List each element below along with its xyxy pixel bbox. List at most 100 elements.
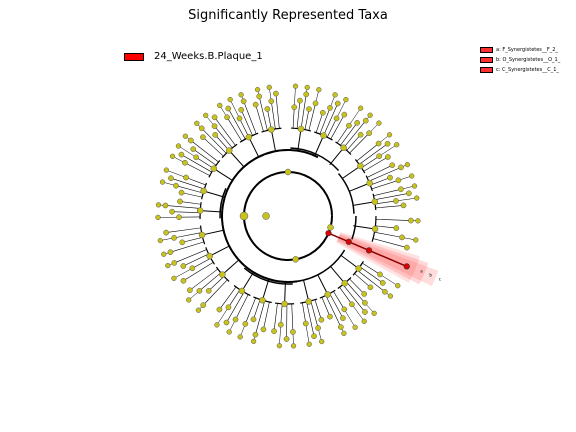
node-leaf-7-3-0: [252, 101, 259, 108]
leaf-edge-6-0-1: [172, 211, 201, 214]
tip-edge-3-2-0: [344, 309, 356, 328]
tree-edges: [158, 86, 418, 346]
leaf-edge-5-2-2: [174, 232, 202, 239]
node-leaf-3-2-0: [341, 306, 348, 313]
leaf-edge-6-0-3: [179, 201, 201, 205]
node-tip-2-0-2: [413, 237, 419, 243]
tip-edge-7-2-2: [229, 99, 240, 119]
node-leaf-0-2-4: [366, 130, 373, 136]
leaf-edge-5-2-3: [166, 227, 201, 233]
leaf-edge-1-1-0: [366, 164, 393, 178]
node-leaf-3-1-3: [349, 301, 355, 308]
node-leaf-2-0-1: [393, 225, 400, 231]
node-leaf-0-0-0: [291, 104, 298, 111]
leaf-edge-0-2-3: [346, 134, 361, 151]
node-leaf-5-1-0: [180, 277, 187, 284]
node-tip-6-0-0: [155, 214, 161, 221]
node-ring-0: [284, 168, 292, 176]
leaf-edge-0-1-0: [315, 112, 324, 133]
node-leaf-5-2-1: [179, 239, 186, 246]
highlight-path: [325, 230, 410, 270]
node-tip-4-1-1: [250, 338, 257, 345]
branch-7-2: [248, 136, 260, 158]
node-tip-4-2-0: [226, 329, 232, 335]
tip-edge-7-0-2: [178, 145, 197, 158]
node-leaf-3-1-0: [361, 291, 368, 297]
leaf-edge-2-0-3: [372, 238, 407, 248]
node-tip-3-2-0: [352, 324, 358, 330]
leaf-edge-0-2-1: [340, 122, 358, 146]
node-mid-1-1: [366, 179, 373, 187]
node-mid-5-2: [198, 231, 206, 239]
node-leaf-0-2-2: [362, 117, 369, 124]
node-leaf-0-1-3: [333, 115, 340, 122]
node-leaf-0-0-1: [297, 97, 303, 104]
leaf-edge-6-1-2: [170, 177, 205, 190]
highlight-node-2: [365, 247, 373, 254]
sector-arc-3: [294, 249, 346, 283]
node-leaf-4-0-1: [283, 336, 290, 342]
node-tip-7-1-1: [194, 120, 200, 127]
node-leaf-7-0-3: [190, 146, 197, 152]
node-leaf-2-0-2: [399, 234, 405, 241]
leaf-edge-0-1-1: [319, 107, 331, 135]
node-tip-1-0-0: [386, 132, 393, 138]
node-mid-4-1: [259, 296, 266, 304]
node-mid-1-0: [357, 162, 364, 170]
node-leaf-6-1-2: [168, 175, 174, 182]
leaf-edge-0-0-3: [304, 108, 310, 130]
leaf-edge-5-0-2: [199, 272, 221, 292]
node-leaf-7-0-1: [178, 151, 185, 158]
node-mid-3-3: [305, 298, 312, 305]
node-mid-0-0: [297, 125, 305, 133]
node-tip-5-2-0: [161, 251, 167, 257]
node-leaf-4-0-3: [271, 328, 277, 335]
branch-6-1: [203, 190, 225, 198]
leaf-edge-0-2-0: [336, 125, 350, 144]
leaf-edge-7-1-0: [202, 136, 224, 157]
node-tip-0-1-3: [343, 96, 349, 103]
node-leaf-7-3-2: [264, 106, 271, 112]
leaf-edge-6-1-3: [185, 177, 206, 186]
node-leaf-4-2-0: [232, 316, 239, 323]
node-leaf-4-2-3: [216, 306, 223, 313]
node-leaf-4-1-2: [250, 316, 257, 323]
leaf-edge-7-1-2: [214, 134, 230, 151]
tip-edge-0-1-3: [336, 99, 347, 119]
branch-0-2: [329, 147, 344, 166]
clade-legend-swatch-b: [480, 57, 493, 63]
node-tip-2-0-0: [415, 218, 421, 224]
clade-legend-label-c: c: C_Synergistetes__C_1_: [496, 67, 559, 73]
tip-edge-1-0-2: [378, 144, 397, 157]
leaf-edge-7-0-1: [181, 154, 212, 173]
node-mid-7-0: [210, 165, 218, 172]
leaf-edge-3-1-0: [349, 278, 365, 295]
node-leaf-3-3-3: [302, 320, 309, 327]
node-leaf-5-0-2: [196, 288, 203, 294]
clade-legend-row-a: a: F_Synergistetes__F_2_: [480, 45, 560, 55]
leaf-edge-5-2-1: [182, 236, 203, 243]
leaf-edge-3-1-3: [339, 287, 353, 305]
leaf-edge-5-1-3: [174, 249, 207, 264]
clade-legend: a: F_Synergistetes__F_2_ b: O_Synergiste…: [480, 45, 560, 75]
leaf-edge-5-1-2: [183, 253, 209, 267]
node-tip-7-2-0: [217, 102, 223, 109]
leaf-edge-4-1-0: [263, 301, 270, 330]
node-leaf-1-0-2: [376, 153, 382, 160]
node-leaf-3-0-1: [379, 280, 386, 286]
clade-legend-row-c: c: C_Synergistetes__C_1_: [480, 65, 560, 75]
node-leaf-3-3-1: [315, 325, 321, 331]
node-mid-5-0: [219, 271, 226, 278]
leaf-edge-7-3-4: [275, 93, 280, 129]
node-leaf-6-1-1: [173, 182, 179, 189]
leaf-edge-3-3-2: [306, 301, 315, 337]
branch-1-1: [349, 182, 370, 192]
node-leaf-5-1-2: [180, 263, 187, 269]
leaf-edge-2-0-1: [375, 225, 397, 229]
tree-nodes: [155, 83, 421, 349]
node-leaf-2-0-3: [404, 244, 410, 251]
node-leaf-4-0-2: [277, 321, 284, 328]
leaf-edge-5-0-0: [203, 279, 228, 306]
leaf-edge-3-2-1: [329, 293, 344, 319]
